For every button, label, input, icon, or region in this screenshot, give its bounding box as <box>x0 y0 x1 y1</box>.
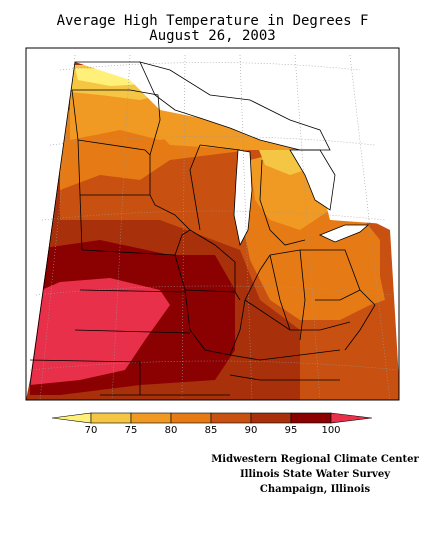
legend-tick-label: 90 <box>244 425 258 436</box>
legend-swatch <box>170 412 212 424</box>
credit-line2: Illinois State Water Survey <box>239 469 391 480</box>
map-frame <box>25 47 400 401</box>
legend-tick-label: 75 <box>124 425 138 436</box>
legend-swatch-above <box>330 412 373 424</box>
legend-swatch <box>210 412 252 424</box>
map-title-line2: August 26, 2003 <box>149 28 276 44</box>
temp-zone-100-plus <box>30 278 170 385</box>
lake-huron <box>290 150 335 210</box>
legend-swatch <box>90 412 132 424</box>
legend-swatch <box>250 412 292 424</box>
legend-tick-label: 70 <box>84 425 98 436</box>
state-borders <box>29 89 376 396</box>
map-outside-left <box>26 48 75 400</box>
map-boundary <box>29 61 140 386</box>
lake-outlines <box>139 61 370 247</box>
lake-michigan <box>234 150 252 245</box>
legend-swatch-below <box>51 412 92 424</box>
legend-swatch <box>130 412 172 424</box>
map-title-line1: Average High Temperature in Degrees F <box>56 13 369 29</box>
map-outside-right <box>370 48 399 380</box>
legend-tick-label: 95 <box>284 425 298 436</box>
credit-line1: Midwestern Regional Climate Center <box>211 454 419 465</box>
legend-tick-label: 100 <box>321 425 341 436</box>
lake-erie <box>320 225 368 242</box>
credit-line3: Champaign, Illinois <box>259 484 371 495</box>
lake-superior <box>140 62 330 150</box>
map-ne-fill <box>320 220 385 315</box>
legend-swatch <box>290 412 332 424</box>
graticule <box>29 54 399 400</box>
map-outside-top <box>26 48 399 290</box>
legend-tick-label: 80 <box>164 425 178 436</box>
legend-tick-label: 85 <box>204 425 218 436</box>
